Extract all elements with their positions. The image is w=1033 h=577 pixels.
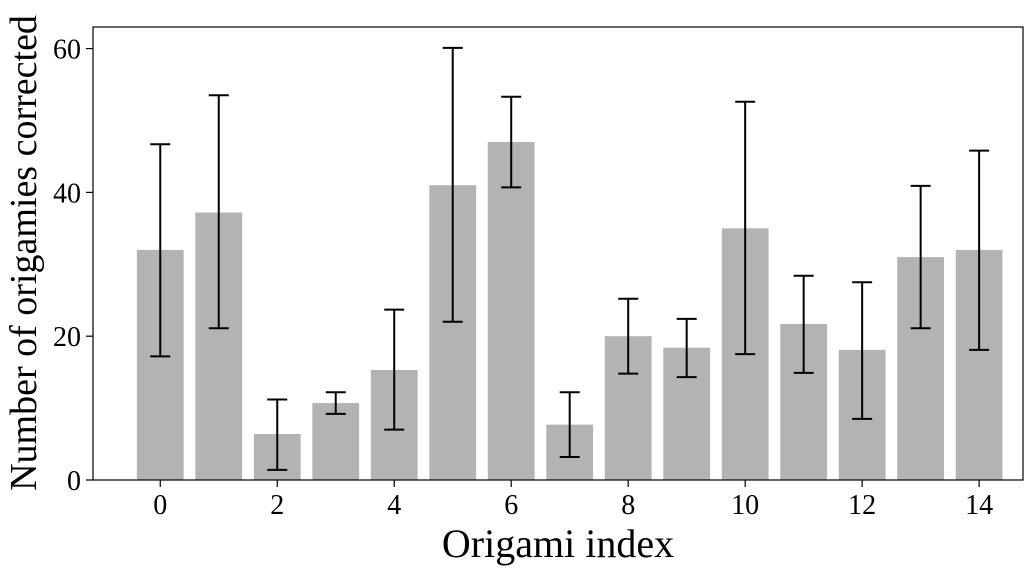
y-tick-label-40: 40 <box>53 178 81 209</box>
x-tick-label-10: 10 <box>731 490 759 521</box>
bar-3 <box>312 403 360 480</box>
x-tick-label-6: 6 <box>504 490 518 521</box>
x-tick-label-2: 2 <box>270 490 284 521</box>
x-tick-label-14: 14 <box>965 490 993 521</box>
errorbar-0 <box>150 143 171 358</box>
errorbar-9 <box>676 317 697 379</box>
y-axis-label: Number of origamies corrected <box>3 15 45 491</box>
error-bars-group <box>150 46 990 471</box>
x-tick-label-4: 4 <box>387 490 401 521</box>
errorbar-8 <box>618 297 639 375</box>
errorbar-2 <box>267 398 288 471</box>
errorbar-1 <box>208 94 229 330</box>
plot-frame <box>92 26 1024 481</box>
errorbar-11 <box>793 274 814 374</box>
y-axis-ticks: 0 20 40 60 <box>53 35 93 497</box>
errorbar-13 <box>910 184 931 330</box>
errorbar-7 <box>559 391 580 458</box>
bars-group <box>136 142 1003 481</box>
x-axis-ticks: 0 2 4 6 8 10 12 14 <box>153 480 993 521</box>
bar-6 <box>487 142 535 481</box>
errorbar-12 <box>852 281 873 420</box>
y-tick-label-20: 20 <box>53 322 81 353</box>
errorbar-5 <box>442 46 463 323</box>
y-tick-label-0: 0 <box>67 466 81 497</box>
errorbar-14 <box>969 149 990 351</box>
errorbar-3 <box>325 391 346 415</box>
x-tick-label-12: 12 <box>848 490 876 521</box>
errorbar-6 <box>501 95 522 189</box>
errorbar-10 <box>735 100 756 356</box>
errorbar-4 <box>384 308 405 431</box>
x-tick-label-8: 8 <box>621 490 635 521</box>
x-axis-label: Origami index <box>442 521 674 566</box>
x-tick-label-0: 0 <box>153 490 167 521</box>
y-tick-label-60: 60 <box>53 35 81 66</box>
